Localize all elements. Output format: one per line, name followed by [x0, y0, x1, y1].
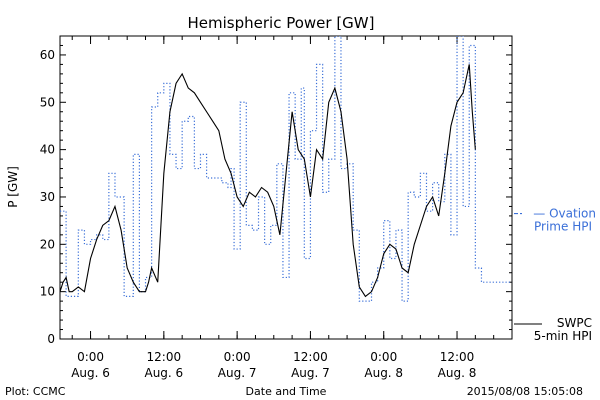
- y-tick-label: 40: [40, 143, 55, 157]
- x-axis-label: Date and Time: [246, 385, 327, 398]
- chart-title: Hemispheric Power [GW]: [188, 14, 375, 32]
- legend-label-swpc-line1: SWPC: [557, 316, 592, 330]
- y-tick-label: 30: [40, 190, 55, 204]
- y-tick-label: 60: [40, 48, 55, 62]
- x-tick-date-label: Aug. 6: [144, 366, 183, 380]
- x-tick-time-label: 0:00: [370, 350, 397, 364]
- x-tick-date-label: Aug. 8: [364, 366, 403, 380]
- legend-label-ovation-line1: — Ovation: [533, 207, 596, 221]
- plot-area: 0 10 20 30 40 50 60 0:00 Aug. 6 12:00 Aug. 6 0:00 Au…: [40, 35, 513, 380]
- x-tick-time-label: 12:00: [147, 350, 182, 364]
- legend-label-ovation-line2: Prime HPI: [534, 220, 592, 234]
- x-tick-date-label: Aug. 8: [438, 366, 477, 380]
- x-tick-time-label: 0:00: [224, 350, 251, 364]
- x-tick-time-label: 0:00: [77, 350, 104, 364]
- y-tick-label: 50: [40, 95, 55, 109]
- y-axis-label: P [GW]: [6, 166, 20, 208]
- x-tick-time-label: 12:00: [293, 350, 328, 364]
- x-tick-date-label: Aug. 6: [71, 366, 110, 380]
- y-tick-label: 20: [40, 237, 55, 251]
- legend-label-swpc-line2: 5-min HPI: [534, 329, 592, 343]
- x-tick-time-label: 12:00: [440, 350, 475, 364]
- x-tick-date-label: Aug. 7: [218, 366, 257, 380]
- footer-plot-credit: Plot: CCMC: [5, 385, 66, 398]
- y-tick-label: 10: [40, 285, 55, 299]
- y-tick-label: 0: [47, 332, 55, 346]
- x-tick-date-label: Aug. 7: [291, 366, 330, 380]
- series-line-swpc-5min-hpi: [60, 64, 476, 298]
- footer-timestamp: 2015/08/08 15:05:08: [467, 385, 583, 398]
